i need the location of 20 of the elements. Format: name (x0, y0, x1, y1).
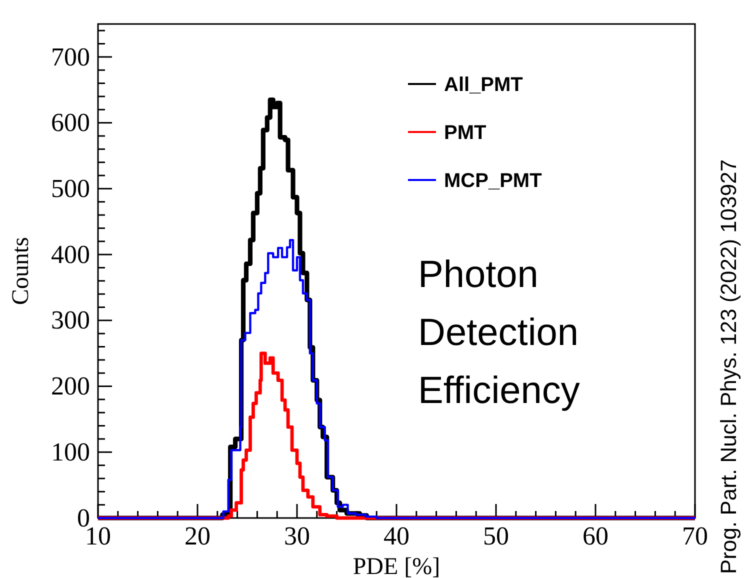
y-tick-label: 700 (51, 42, 90, 72)
y-tick-label: 200 (51, 372, 90, 401)
x-tick-label: 40 (384, 521, 410, 550)
x-tick-label: 30 (284, 521, 310, 550)
x-tick-label: 20 (184, 521, 210, 550)
y-tick-label: 100 (51, 437, 90, 466)
y-tick-label: 600 (51, 108, 90, 138)
legend-label: MCP_PMT (444, 170, 542, 192)
y-tick-label: 400 (51, 240, 90, 269)
y-axis-title: Counts (8, 236, 34, 306)
legend-label: All_PMT (444, 74, 523, 96)
x-tick-label: 70 (682, 521, 708, 550)
x-tick-label: 60 (582, 521, 608, 550)
annotation: Photon Detection Efficiency (418, 254, 580, 412)
x-axis-title: PDE [%] (352, 554, 440, 578)
legend-label: PMT (444, 122, 486, 144)
text: Prog. Part. Nucl. Phys. 123 (2022) 103927 (716, 159, 741, 574)
x-tick-label: 50 (483, 521, 509, 550)
y-tick-label: 300 (51, 306, 90, 335)
y-tick-label: 500 (51, 174, 90, 203)
